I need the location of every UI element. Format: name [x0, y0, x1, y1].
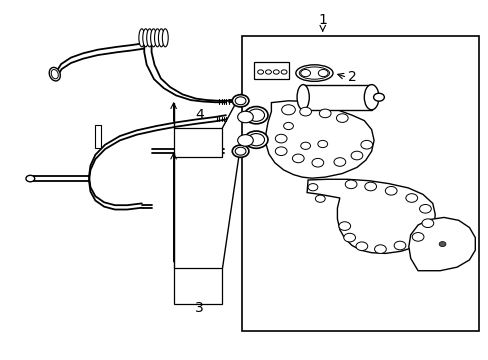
- Circle shape: [300, 69, 310, 77]
- Circle shape: [315, 195, 325, 202]
- Circle shape: [374, 245, 386, 253]
- Circle shape: [311, 158, 323, 167]
- Polygon shape: [265, 101, 373, 178]
- Circle shape: [292, 154, 304, 163]
- Circle shape: [336, 114, 347, 122]
- Ellipse shape: [235, 147, 245, 155]
- Ellipse shape: [26, 175, 35, 182]
- Circle shape: [300, 142, 310, 149]
- Bar: [173, 128, 222, 157]
- Ellipse shape: [158, 29, 164, 47]
- Ellipse shape: [296, 85, 309, 110]
- Ellipse shape: [244, 131, 267, 148]
- Circle shape: [299, 107, 311, 116]
- Ellipse shape: [373, 93, 384, 101]
- Circle shape: [360, 140, 372, 149]
- Circle shape: [273, 70, 279, 74]
- Text: 2: 2: [347, 71, 356, 84]
- Circle shape: [237, 135, 253, 146]
- Circle shape: [405, 194, 417, 202]
- Ellipse shape: [49, 67, 60, 81]
- Ellipse shape: [247, 134, 264, 146]
- Polygon shape: [408, 217, 474, 271]
- Text: 3: 3: [195, 301, 203, 315]
- Circle shape: [237, 111, 253, 123]
- Ellipse shape: [150, 29, 156, 47]
- Ellipse shape: [235, 97, 245, 105]
- Bar: [173, 268, 222, 304]
- Circle shape: [364, 182, 376, 191]
- Circle shape: [317, 140, 327, 148]
- Circle shape: [319, 109, 330, 118]
- Circle shape: [338, 222, 350, 230]
- Ellipse shape: [295, 65, 332, 81]
- Ellipse shape: [142, 29, 148, 47]
- Circle shape: [281, 105, 295, 115]
- Bar: [242, 36, 478, 331]
- Bar: [303, 85, 371, 110]
- Circle shape: [283, 122, 293, 130]
- Ellipse shape: [154, 29, 160, 47]
- Ellipse shape: [139, 29, 144, 47]
- Ellipse shape: [247, 109, 264, 121]
- Text: 1: 1: [318, 13, 326, 27]
- Ellipse shape: [146, 29, 152, 47]
- Ellipse shape: [364, 85, 378, 110]
- Circle shape: [345, 180, 356, 189]
- Circle shape: [385, 186, 396, 195]
- Ellipse shape: [232, 95, 248, 107]
- Circle shape: [307, 184, 317, 191]
- Circle shape: [393, 241, 405, 250]
- Circle shape: [355, 242, 367, 251]
- Circle shape: [275, 147, 286, 156]
- Circle shape: [265, 70, 271, 74]
- Ellipse shape: [299, 67, 329, 79]
- Circle shape: [419, 204, 430, 213]
- Ellipse shape: [162, 29, 168, 47]
- Ellipse shape: [244, 107, 267, 124]
- Circle shape: [421, 219, 433, 228]
- Bar: [254, 62, 289, 79]
- Circle shape: [281, 70, 286, 74]
- Circle shape: [333, 158, 345, 166]
- Bar: [95, 125, 101, 148]
- Ellipse shape: [51, 69, 58, 79]
- Ellipse shape: [232, 145, 248, 157]
- Polygon shape: [306, 179, 434, 253]
- Text: 4: 4: [195, 108, 203, 122]
- Circle shape: [343, 233, 355, 242]
- Circle shape: [275, 134, 286, 143]
- Circle shape: [350, 151, 362, 160]
- Circle shape: [438, 242, 445, 247]
- Circle shape: [257, 70, 263, 74]
- Circle shape: [318, 69, 327, 77]
- Circle shape: [411, 233, 423, 241]
